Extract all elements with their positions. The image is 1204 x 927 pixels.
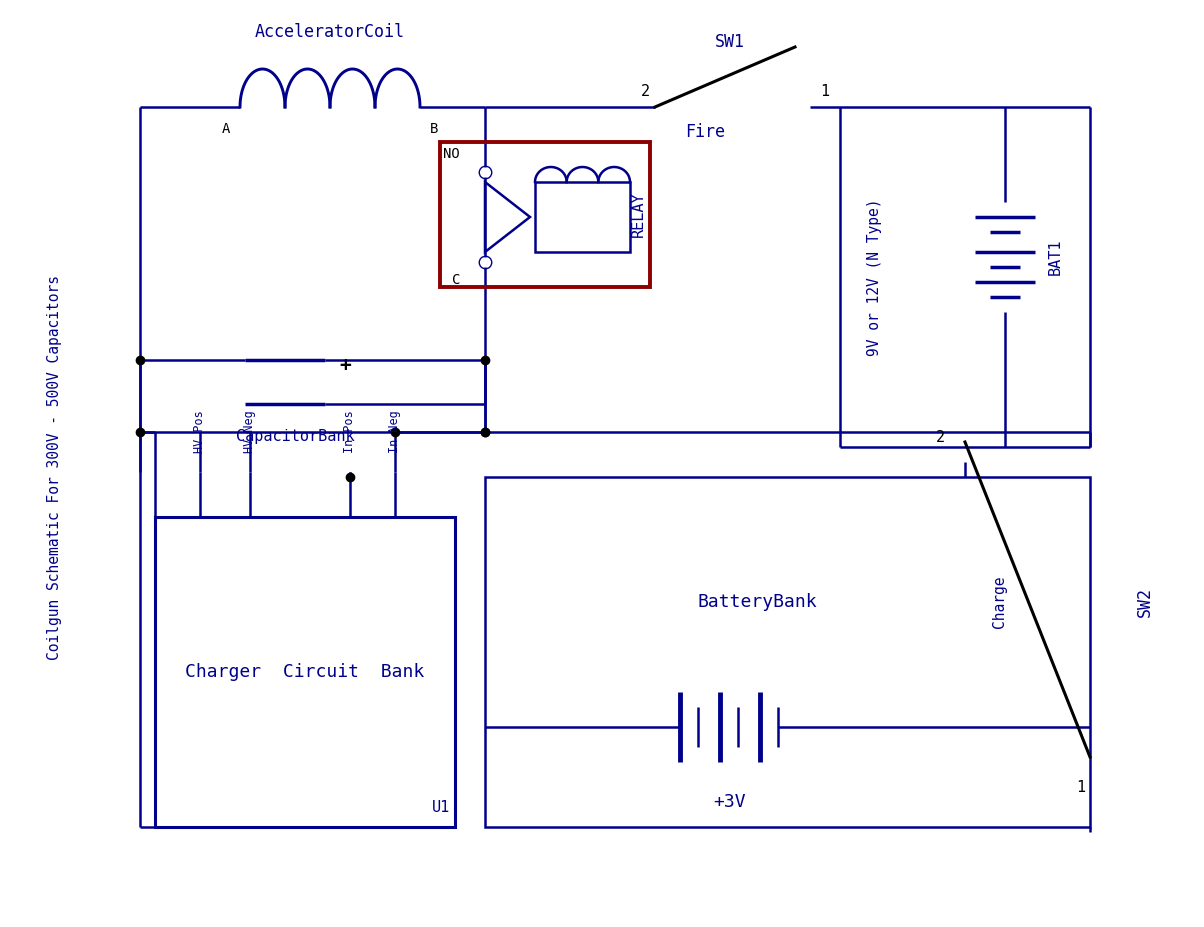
Text: AcceleratorCoil: AcceleratorCoil — [255, 23, 405, 41]
Text: +: + — [340, 355, 350, 375]
Text: 2: 2 — [936, 429, 945, 445]
Text: SW2: SW2 — [1137, 587, 1153, 617]
Text: 2: 2 — [641, 84, 650, 99]
Text: SW1: SW1 — [715, 33, 745, 51]
Text: HV Neg: HV Neg — [243, 411, 256, 453]
Text: B: B — [430, 122, 438, 136]
Bar — [485, 477, 1090, 827]
Text: Charger  Circuit  Bank: Charger Circuit Bank — [185, 663, 425, 681]
Text: 1: 1 — [820, 84, 830, 99]
Text: BAT1: BAT1 — [1047, 239, 1062, 275]
Text: NO: NO — [443, 147, 460, 161]
Text: C: C — [452, 273, 460, 287]
Text: 1: 1 — [1076, 780, 1085, 794]
Text: BatteryBank: BatteryBank — [697, 593, 818, 611]
Text: RELAY: RELAY — [631, 192, 645, 237]
Text: A: A — [222, 122, 230, 136]
Bar — [155, 517, 455, 827]
Bar — [535, 182, 630, 252]
Text: In Neg: In Neg — [389, 411, 401, 453]
Text: +3V: +3V — [714, 793, 746, 811]
Text: U1: U1 — [432, 799, 450, 815]
Text: 9V or 12V (N Type): 9V or 12V (N Type) — [868, 198, 883, 356]
Text: CapacitorBank: CapacitorBank — [236, 429, 354, 445]
Text: In Pos: In Pos — [343, 411, 356, 453]
Text: Coilgun Schematic For 300V - 500V Capacitors: Coilgun Schematic For 300V - 500V Capaci… — [47, 274, 63, 659]
Bar — [439, 142, 650, 287]
Text: HV Pos: HV Pos — [194, 411, 207, 453]
Text: Fire: Fire — [685, 123, 725, 141]
Text: Charge: Charge — [992, 576, 1008, 629]
